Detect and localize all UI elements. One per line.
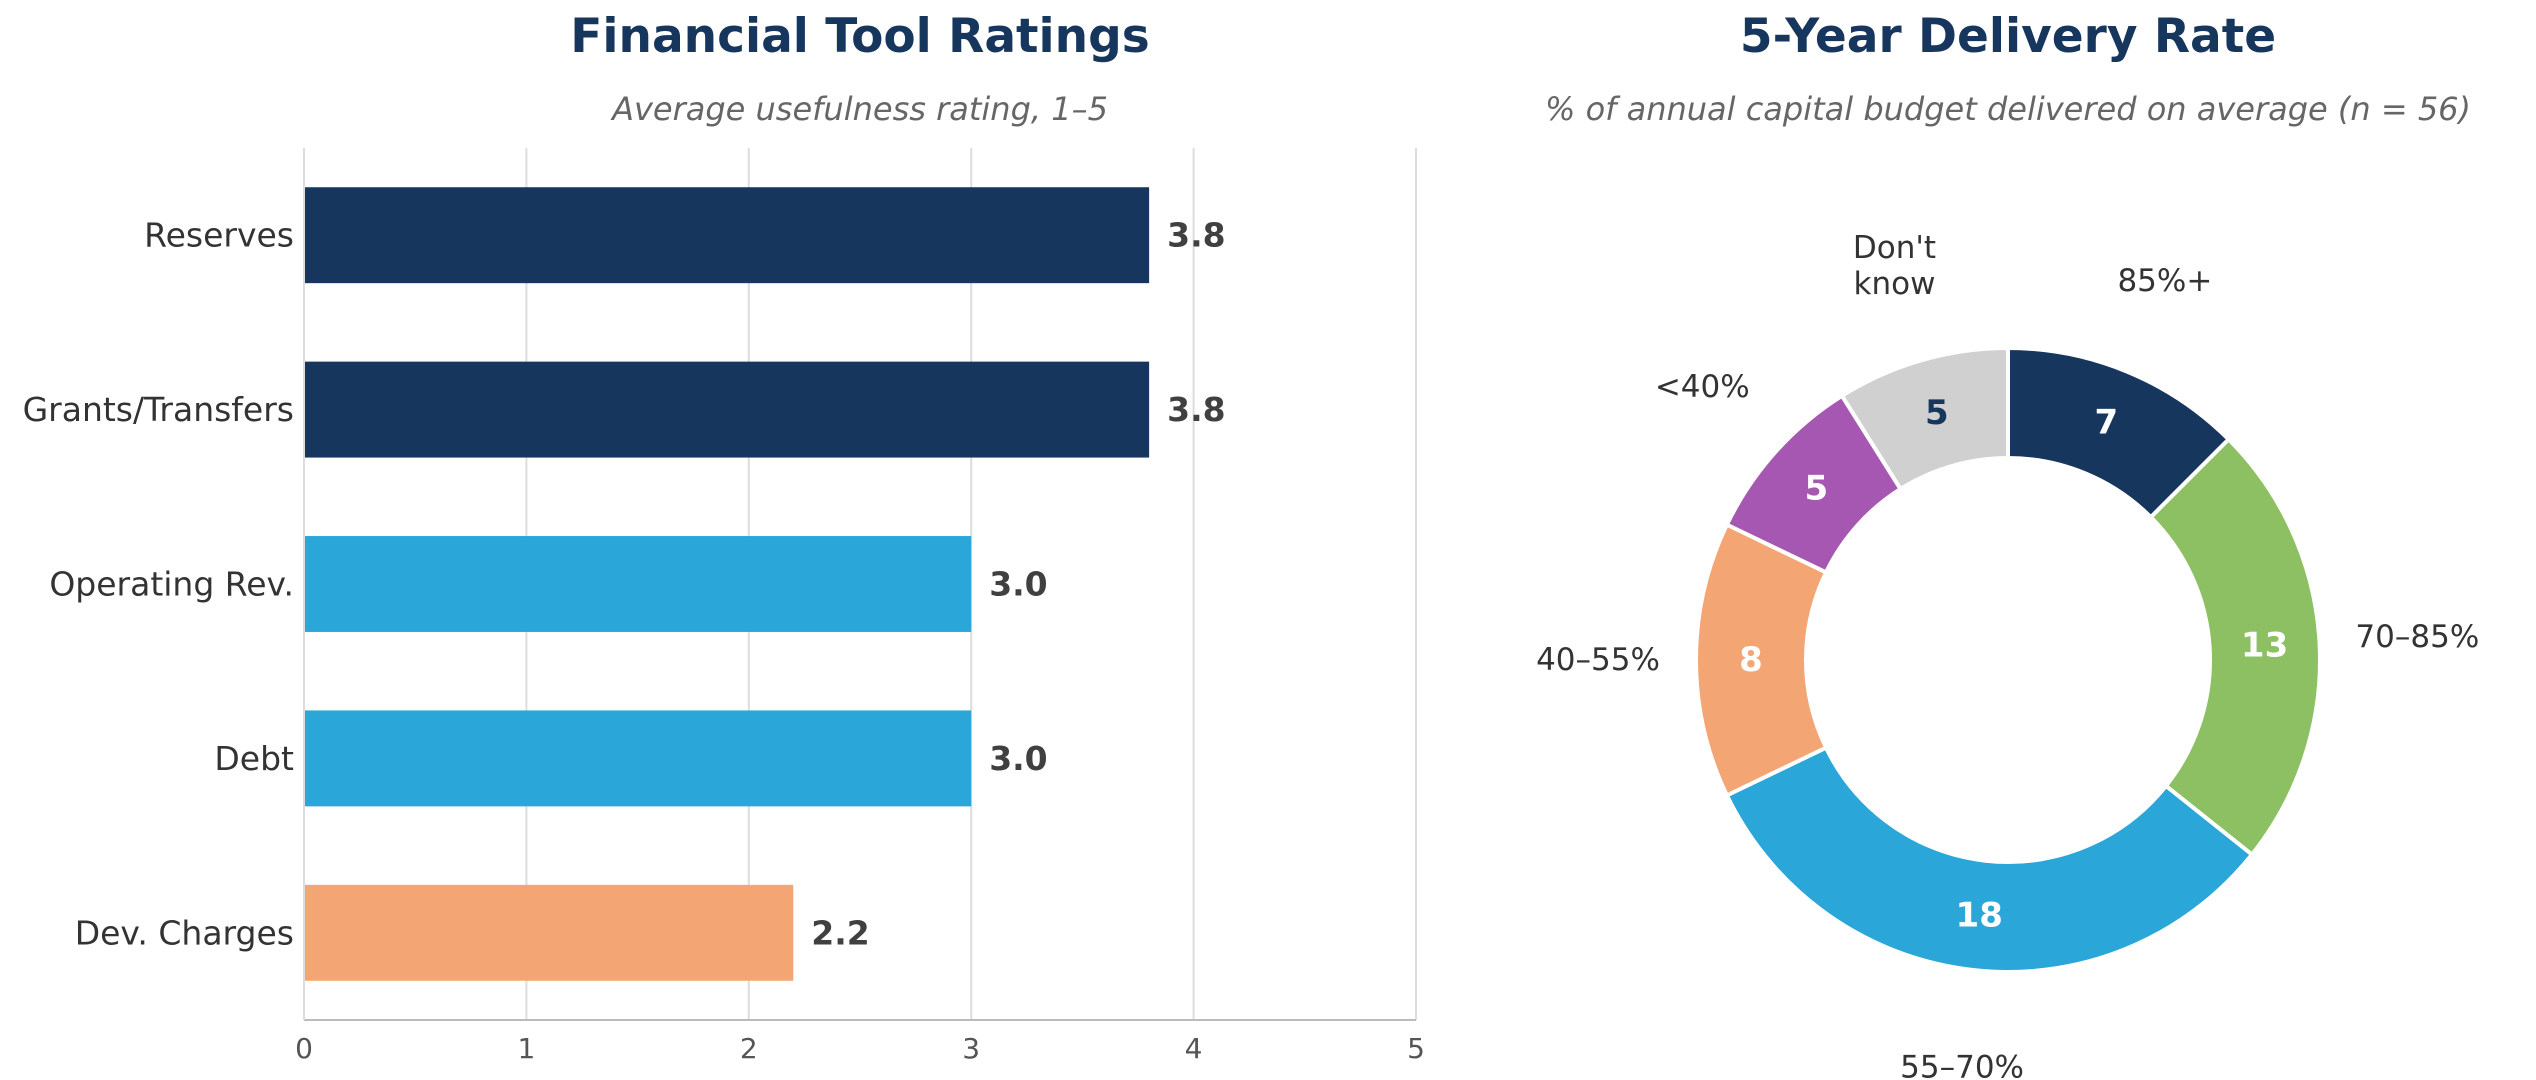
x-tick-label-4: 4 bbox=[1185, 1032, 1203, 1065]
x-tick-label-3: 3 bbox=[962, 1032, 980, 1065]
bar-category-labels: Reserves Grants/Transfers Operating Rev. De… bbox=[23, 216, 294, 953]
slice-label-70-85: 70–85% bbox=[2355, 619, 2479, 655]
slice-value-40: 5 bbox=[1805, 469, 1829, 509]
value-label-operating-rev: 3.0 bbox=[989, 565, 1047, 604]
bar-grants-transfers bbox=[304, 361, 1150, 458]
slice-value-55-70: 18 bbox=[1956, 895, 2003, 935]
slice-value-don-t-know: 5 bbox=[1925, 393, 1949, 433]
slice-don-t-know bbox=[1839, 345, 2010, 492]
bar-reserves bbox=[304, 187, 1150, 284]
bar-debt bbox=[304, 710, 972, 807]
value-label-dev-charges: 2.2 bbox=[811, 913, 869, 952]
donut-slices bbox=[1694, 345, 2322, 974]
category-label-debt: Debt bbox=[214, 739, 294, 778]
category-label-grants-transfers: Grants/Transfers bbox=[23, 390, 294, 429]
category-label-dev-charges: Dev. Charges bbox=[75, 913, 294, 952]
x-tick-label-0: 0 bbox=[295, 1032, 313, 1065]
slice-label-40: <40% bbox=[1655, 369, 1750, 405]
donut-chart-subtitle: % of annual capital budget delivered on … bbox=[1545, 90, 2471, 128]
category-label-reserves: Reserves bbox=[144, 216, 294, 255]
category-label-operating-rev: Operating Rev. bbox=[49, 565, 294, 604]
bar-operating-rev bbox=[304, 536, 972, 632]
slice-value-85: 7 bbox=[2095, 403, 2119, 443]
donut-value-labels: 7 13 18 8 5 5 bbox=[1739, 393, 2288, 935]
bar-chart-title: Financial Tool Ratings bbox=[570, 9, 1149, 64]
bar-chart-panel: Financial Tool Ratings Average usefulnes… bbox=[23, 9, 1425, 1065]
donut-category-labels: 85%+ 70–85% 55–70% 40–55% <40% Don't know bbox=[1536, 230, 2479, 1080]
bar-value-labels: 3.8 3.8 3.0 3.0 2.2 bbox=[811, 216, 1225, 953]
donut-chart-panel: 5-Year Delivery Rate % of annual capital… bbox=[1536, 9, 2479, 1080]
donut-chart-title: 5-Year Delivery Rate bbox=[1740, 9, 2276, 64]
slice-70-85 bbox=[2148, 436, 2322, 858]
slice-label-40-55: 40–55% bbox=[1536, 642, 1660, 678]
slice-label-don-t-know: Don't know bbox=[1853, 230, 1936, 302]
slice-label-85: 85%+ bbox=[2117, 263, 2212, 299]
value-label-reserves: 3.8 bbox=[1167, 216, 1225, 255]
value-label-debt: 3.0 bbox=[989, 739, 1047, 778]
slice-55-70 bbox=[1724, 744, 2255, 974]
slice-value-70-85: 13 bbox=[2241, 626, 2288, 666]
bar-series bbox=[304, 187, 1150, 981]
bar-x-axis: 0 1 2 3 4 5 bbox=[295, 148, 1425, 1065]
slice-value-40-55: 8 bbox=[1739, 640, 1763, 680]
value-label-grants-transfers: 3.8 bbox=[1167, 390, 1225, 429]
x-tick-label-1: 1 bbox=[517, 1032, 535, 1065]
bar-dev-charges bbox=[304, 884, 794, 981]
x-tick-label-5: 5 bbox=[1407, 1032, 1425, 1065]
slice-label-55-70: 55–70% bbox=[1900, 1049, 2024, 1080]
bar-chart-subtitle: Average usefulness rating, 1–5 bbox=[610, 90, 1108, 128]
x-tick-label-2: 2 bbox=[740, 1032, 758, 1065]
